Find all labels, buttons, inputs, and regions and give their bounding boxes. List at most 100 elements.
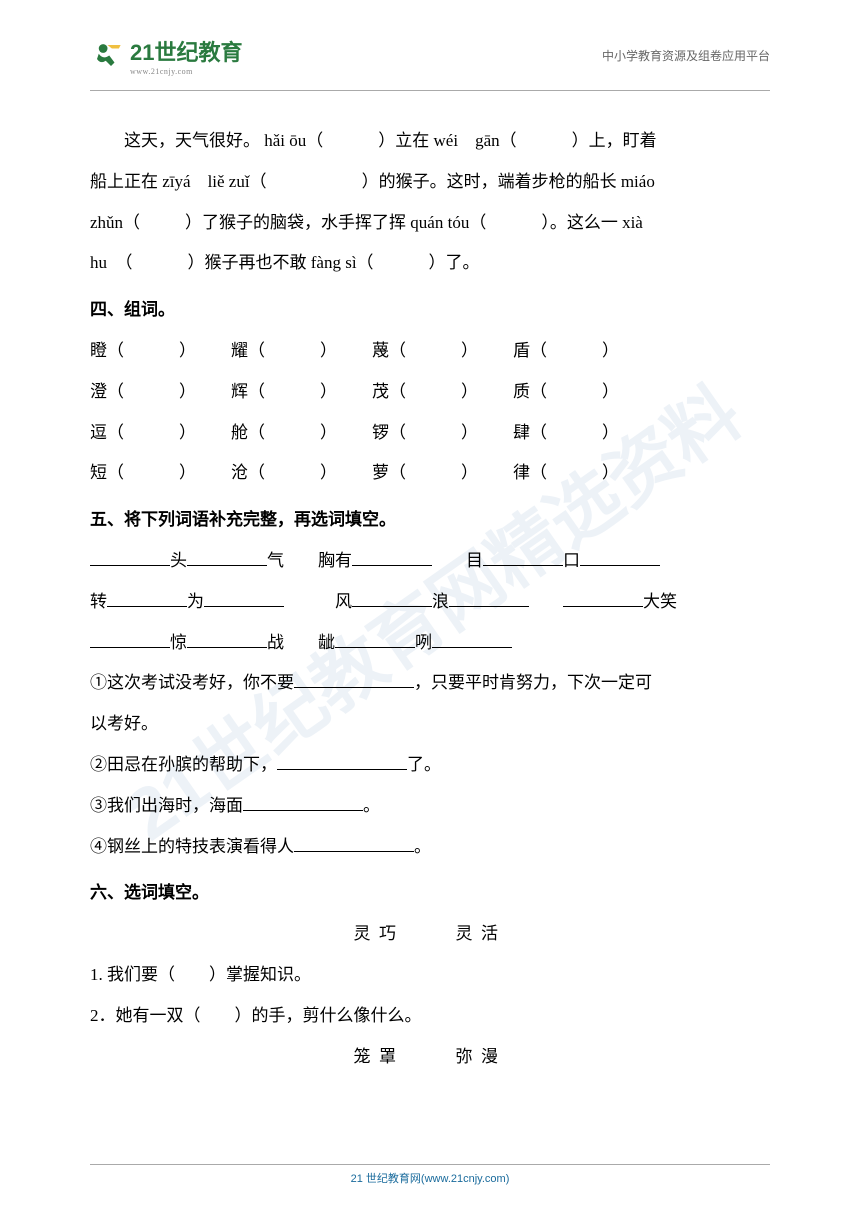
blank bbox=[352, 586, 432, 606]
content-area: 这天，天气很好。 hǎi ōu（ ）立在 wéi gān（ ）上，盯着 船上正在 z… bbox=[0, 91, 860, 1077]
idiom-char: 为 bbox=[187, 592, 204, 611]
question-1-cont: 以考好。 bbox=[90, 704, 770, 745]
word-row: 短（） 沧（） 萝（） 律（） bbox=[90, 453, 770, 494]
word-item: 逗（） bbox=[90, 413, 196, 454]
question-6-1: 1. 我们要（ ）掌握知识。 bbox=[90, 955, 770, 996]
word-item: 肆（） bbox=[513, 413, 619, 454]
blank bbox=[204, 586, 284, 606]
passage-para: zhǔn（ ）了猴子的脑袋，水手挥了挥 quán tóu（ ）。这么一 xià bbox=[90, 203, 770, 244]
word-item: 质（） bbox=[513, 372, 619, 413]
blank bbox=[352, 546, 432, 566]
idiom-char: 咧 bbox=[415, 633, 432, 652]
question-2: ②田忌在孙膑的帮助下， 了。 bbox=[90, 745, 770, 786]
section-5-title: 五、将下列词语补充完整，再选词填空。 bbox=[90, 500, 770, 541]
question-text: ，只要平时肯努力，下次一定可 bbox=[414, 673, 652, 692]
word-item: 舱（） bbox=[231, 413, 337, 454]
question-6-2: 2．她有一双（ ）的手，剪什么像什么。 bbox=[90, 996, 770, 1037]
blank bbox=[243, 790, 363, 810]
word-choices-2: 笼罩 弥漫 bbox=[90, 1037, 770, 1078]
blank bbox=[294, 831, 414, 851]
word-item: 盾（） bbox=[513, 331, 619, 372]
logo-icon bbox=[90, 38, 125, 73]
word-item: 锣（） bbox=[372, 413, 478, 454]
idiom-char: 龇 bbox=[318, 633, 335, 652]
question-text: ①这次考试没考好，你不要 bbox=[90, 673, 294, 692]
passage-text: ）。这么一 xià bbox=[541, 213, 643, 232]
blank bbox=[187, 627, 267, 647]
page-header: 21世纪教育 www.21cnjy.com 中小学教育资源及组卷应用平台 bbox=[0, 0, 860, 90]
passage-para: 这天，天气很好。 hǎi ōu（ ）立在 wéi gān（ ）上，盯着 bbox=[90, 121, 770, 162]
passage-text: ）立在 wéi gān（ bbox=[378, 131, 516, 150]
idiom-char: 惊 bbox=[170, 633, 187, 652]
footer-text: 21 世纪教育网(www.21cnjy.com) bbox=[90, 1170, 770, 1186]
question-text: ②田忌在孙膑的帮助下， bbox=[90, 755, 277, 774]
question-text: 。 bbox=[414, 837, 431, 856]
blank bbox=[90, 546, 170, 566]
passage-text: 船上正在 zīyá liě zuǐ（ bbox=[90, 172, 267, 191]
section-6-title: 六、选词填空。 bbox=[90, 873, 770, 914]
blank bbox=[187, 546, 267, 566]
blank bbox=[449, 586, 529, 606]
word-item: 蔑（） bbox=[372, 331, 478, 372]
question-1: ①这次考试没考好，你不要 ，只要平时肯努力，下次一定可 bbox=[90, 663, 770, 704]
passage-text: ）上，盯着 bbox=[572, 131, 657, 150]
passage-text: 这天，天气很好。 hǎi ōu（ bbox=[124, 131, 323, 150]
idiom-char: 浪 bbox=[432, 592, 449, 611]
blank bbox=[277, 750, 407, 770]
passage-text: ）的猴子。这时，端着步枪的船长 miáo bbox=[362, 172, 655, 191]
word-item: 澄（） bbox=[90, 372, 196, 413]
logo-sub-text: www.21cnjy.com bbox=[130, 67, 242, 76]
blank bbox=[432, 627, 512, 647]
idiom-char: 转 bbox=[90, 592, 107, 611]
word-item: 萝（） bbox=[372, 453, 478, 494]
blank bbox=[107, 586, 187, 606]
word-item: 沧（） bbox=[231, 453, 337, 494]
logo-text-group: 21世纪教育 www.21cnjy.com bbox=[130, 35, 242, 76]
idiom-row: 转 为 风 浪 大笑 bbox=[90, 582, 770, 623]
logo-main-text: 21世纪教育 bbox=[130, 35, 242, 67]
passage-text: ）猴子再也不敢 fàng sì（ bbox=[188, 253, 374, 272]
idiom-char: 风 bbox=[335, 592, 352, 611]
word-item: 瞪（） bbox=[90, 331, 196, 372]
idiom-row: 惊战 龇咧 bbox=[90, 623, 770, 664]
passage-text: hu （ bbox=[90, 253, 133, 272]
passage-text: ）了猴子的脑袋，水手挥了挥 quán tóu（ bbox=[185, 213, 486, 232]
blank bbox=[483, 546, 563, 566]
idiom-char: 战 bbox=[267, 633, 284, 652]
word-row: 澄（） 辉（） 茂（） 质（） bbox=[90, 372, 770, 413]
passage-text: zhǔn（ bbox=[90, 213, 140, 232]
idiom-char: 目 bbox=[466, 551, 483, 570]
passage-para: hu （ ）猴子再也不敢 fàng sì（ ）了。 bbox=[90, 243, 770, 284]
idiom-char: 大笑 bbox=[643, 592, 677, 611]
question-text: 。 bbox=[363, 796, 380, 815]
blank bbox=[580, 546, 660, 566]
word-item: 短（） bbox=[90, 453, 196, 494]
section-4-title: 四、组词。 bbox=[90, 290, 770, 331]
word-row: 逗（） 舱（） 锣（） 肆（） bbox=[90, 413, 770, 454]
question-4: ④钢丝上的特技表演看得人 。 bbox=[90, 827, 770, 868]
blank bbox=[335, 627, 415, 647]
idiom-char: 胸有 bbox=[318, 551, 352, 570]
idiom-char: 口 bbox=[563, 551, 580, 570]
logo: 21世纪教育 www.21cnjy.com bbox=[90, 35, 242, 76]
word-choices-1: 灵巧 灵活 bbox=[90, 914, 770, 955]
word-row: 瞪（） 耀（） 蔑（） 盾（） bbox=[90, 331, 770, 372]
word-groups: 瞪（） 耀（） 蔑（） 盾（） 澄（） 辉（） 茂（） 质（） 逗（） 舱（） … bbox=[90, 331, 770, 494]
footer-divider bbox=[90, 1164, 770, 1165]
word-item: 辉（） bbox=[231, 372, 337, 413]
passage-para: 船上正在 zīyá liě zuǐ（ ）的猴子。这时，端着步枪的船长 miáo bbox=[90, 162, 770, 203]
idiom-char: 头 bbox=[170, 551, 187, 570]
question-3: ③我们出海时，海面 。 bbox=[90, 786, 770, 827]
question-text: ④钢丝上的特技表演看得人 bbox=[90, 837, 294, 856]
word-item: 耀（） bbox=[231, 331, 337, 372]
passage-text: ）了。 bbox=[429, 253, 480, 272]
question-text: 了。 bbox=[407, 755, 441, 774]
page-footer: 21 世纪教育网(www.21cnjy.com) bbox=[0, 1164, 860, 1186]
header-right-text: 中小学教育资源及组卷应用平台 bbox=[602, 47, 770, 64]
word-item: 茂（） bbox=[372, 372, 478, 413]
blank bbox=[294, 668, 414, 688]
idiom-char: 气 bbox=[267, 551, 284, 570]
question-text: ③我们出海时，海面 bbox=[90, 796, 243, 815]
idiom-row: 头 气 胸有 目 口 bbox=[90, 541, 770, 582]
word-item: 律（） bbox=[513, 453, 619, 494]
